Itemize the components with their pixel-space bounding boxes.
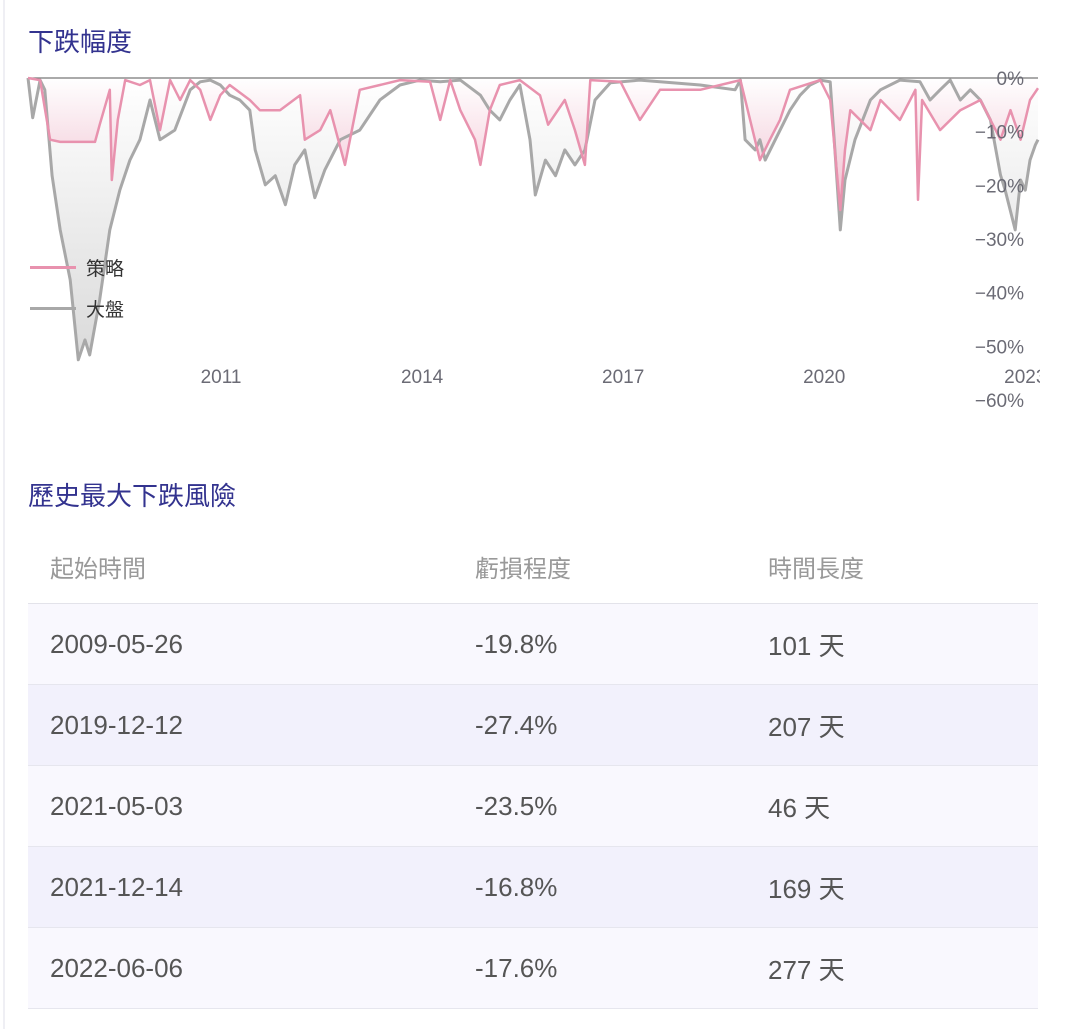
market-area bbox=[28, 78, 1038, 360]
cell-duration: 207 天 bbox=[768, 711, 845, 742]
cell-start-date: 2022-06-06 bbox=[50, 952, 183, 983]
cell-loss: -23.5% bbox=[475, 790, 558, 821]
y-tick-label: −40% bbox=[975, 284, 1024, 305]
strategy-line bbox=[27, 76, 1040, 212]
cell-duration: 277 天 bbox=[768, 954, 845, 985]
drawdown-chart: 0% −10% −20% −30% −40% −50% −60% 2011 2014 2017 2… bbox=[26, 69, 1046, 412]
legend-swatch-strategy bbox=[30, 266, 76, 269]
legend-item-strategy[interactable]: 策略 bbox=[30, 254, 124, 281]
market-line bbox=[26, 77, 1040, 362]
y-tick-label: −10% bbox=[975, 123, 1024, 144]
header-start-date: 起始時間 bbox=[50, 556, 146, 583]
x-tick-label: 2014 bbox=[401, 367, 444, 388]
legend-item-market[interactable]: 大盤 bbox=[30, 295, 124, 322]
y-tick-label: −60% bbox=[975, 391, 1024, 412]
table-title: 歷史最大下跌風險 bbox=[28, 481, 237, 511]
cell-duration: 169 天 bbox=[768, 873, 845, 904]
table-row: 2009-05-26 -19.8% 101 天 bbox=[28, 604, 1038, 685]
x-tick-label: 2020 bbox=[803, 367, 845, 388]
cell-loss: -17.6% bbox=[475, 952, 558, 983]
cell-start-date: 2021-12-14 bbox=[50, 871, 183, 902]
y-tick-label: 0% bbox=[997, 69, 1025, 90]
header-loss: 虧損程度 bbox=[475, 556, 571, 583]
table-row: 2021-12-14 -16.8% 169 天 bbox=[28, 847, 1038, 928]
table-row: 2021-05-03 -23.5% 46 天 bbox=[28, 766, 1038, 847]
drawdown-title: 下跌幅度 bbox=[28, 27, 133, 57]
cell-start-date: 2021-05-03 bbox=[50, 790, 183, 821]
table-row: 2022-06-06 -17.6% 277 天 bbox=[28, 928, 1038, 1009]
y-tick-label: −20% bbox=[975, 176, 1024, 197]
divider bbox=[3, 0, 5, 1029]
cell-start-date: 2009-05-26 bbox=[50, 628, 183, 659]
cell-loss: -27.4% bbox=[475, 709, 558, 740]
x-tick-label: 2017 bbox=[602, 367, 644, 388]
x-tick-label: 2011 bbox=[201, 367, 242, 388]
legend-swatch-market bbox=[30, 307, 76, 310]
legend-label: 大盤 bbox=[86, 300, 125, 321]
drawdown-table: 起始時間 虧損程度 時間長度 2009-05-26 -19.8% 101 天 2019… bbox=[28, 530, 1038, 1009]
header-duration: 時間長度 bbox=[768, 556, 864, 583]
cell-start-date: 2019-12-12 bbox=[50, 709, 183, 740]
y-tick-label: −50% bbox=[975, 337, 1024, 358]
y-tick-label: −30% bbox=[975, 230, 1024, 251]
table-row: 2019-12-12 -27.4% 207 天 bbox=[28, 685, 1038, 766]
cell-duration: 46 天 bbox=[768, 792, 831, 823]
legend-label: 策略 bbox=[86, 259, 125, 280]
table-header: 起始時間 虧損程度 時間長度 bbox=[28, 530, 1038, 604]
x-tick-label: 2023 bbox=[1004, 367, 1046, 388]
cell-duration: 101 天 bbox=[768, 630, 845, 661]
cell-loss: -16.8% bbox=[475, 871, 558, 902]
cell-loss: -19.8% bbox=[475, 628, 558, 659]
